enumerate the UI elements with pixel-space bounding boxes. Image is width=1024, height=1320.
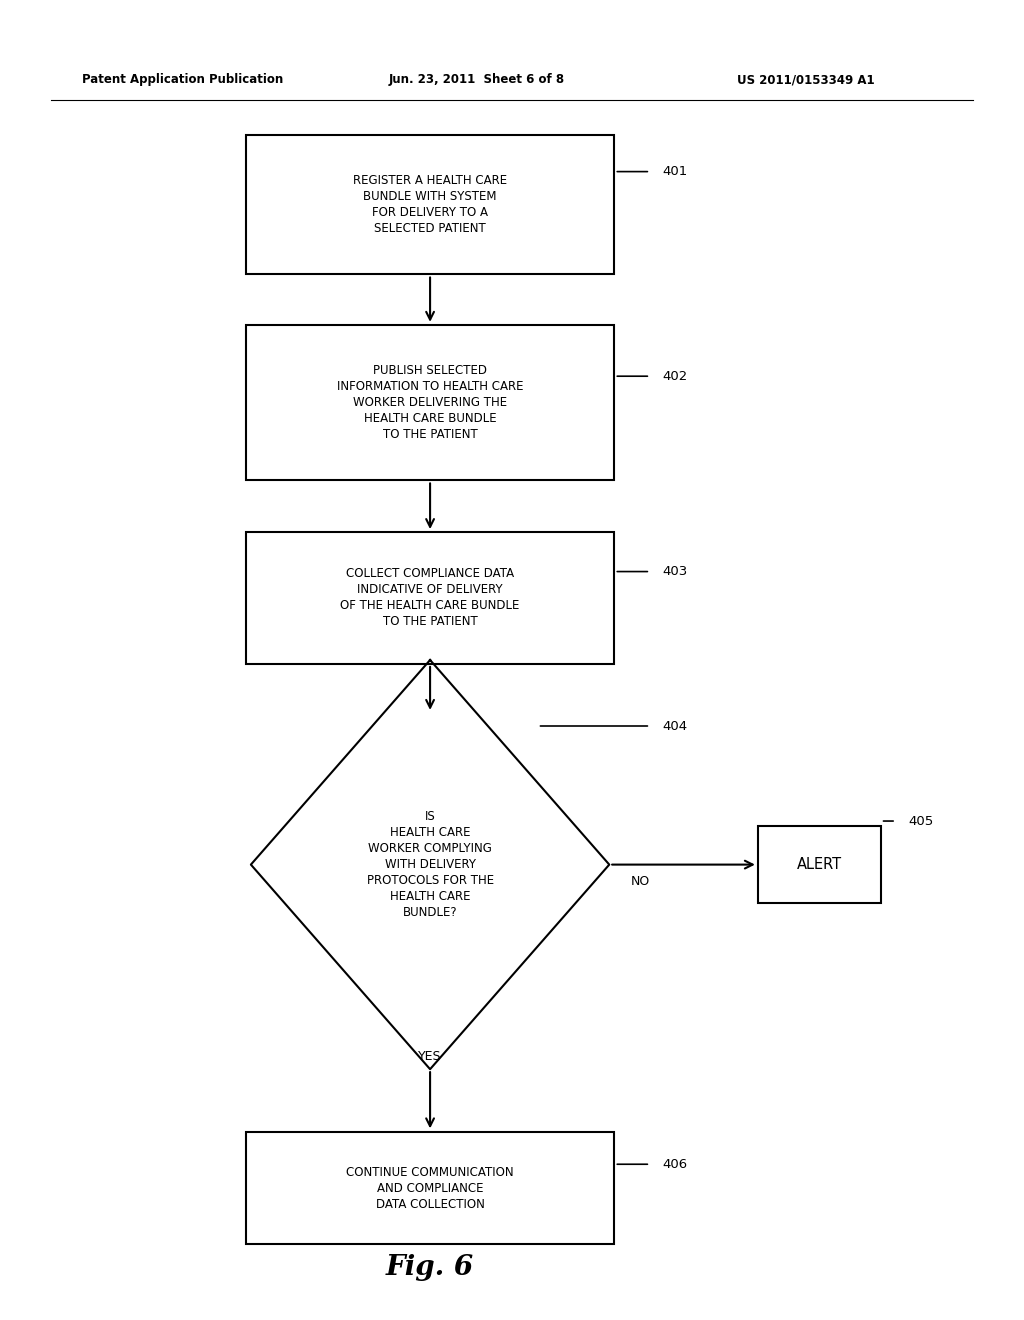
Bar <box>246 325 614 480</box>
Bar <box>246 532 614 664</box>
Text: Patent Application Publication: Patent Application Publication <box>82 74 284 87</box>
Text: Fig. 6: Fig. 6 <box>386 1254 474 1280</box>
Text: 403: 403 <box>663 565 688 578</box>
Text: YES: YES <box>419 1049 441 1063</box>
Text: 401: 401 <box>663 165 688 178</box>
Text: PUBLISH SELECTED
INFORMATION TO HEALTH CARE
WORKER DELIVERING THE
HEALTH CARE BU: PUBLISH SELECTED INFORMATION TO HEALTH C… <box>337 364 523 441</box>
Text: COLLECT COMPLIANCE DATA
INDICATIVE OF DELIVERY
OF THE HEALTH CARE BUNDLE
TO THE : COLLECT COMPLIANCE DATA INDICATIVE OF DE… <box>340 568 520 628</box>
Text: Jun. 23, 2011  Sheet 6 of 8: Jun. 23, 2011 Sheet 6 of 8 <box>389 74 565 87</box>
Bar <box>246 1131 614 1243</box>
Text: 406: 406 <box>663 1158 688 1171</box>
Text: 405: 405 <box>908 814 934 828</box>
Text: REGISTER A HEALTH CARE
BUNDLE WITH SYSTEM
FOR DELIVERY TO A
SELECTED PATIENT: REGISTER A HEALTH CARE BUNDLE WITH SYSTE… <box>353 174 507 235</box>
Text: CONTINUE COMMUNICATION
AND COMPLIANCE
DATA COLLECTION: CONTINUE COMMUNICATION AND COMPLIANCE DA… <box>346 1166 514 1210</box>
Text: 404: 404 <box>663 719 688 733</box>
Text: US 2011/0153349 A1: US 2011/0153349 A1 <box>737 74 874 87</box>
Text: 402: 402 <box>663 370 688 383</box>
Text: NO: NO <box>631 875 649 888</box>
Text: IS
HEALTH CARE
WORKER COMPLYING
WITH DELIVERY
PROTOCOLS FOR THE
HEALTH CARE
BUND: IS HEALTH CARE WORKER COMPLYING WITH DEL… <box>367 810 494 919</box>
Polygon shape <box>251 660 609 1069</box>
Bar <box>246 136 614 275</box>
Text: ALERT: ALERT <box>797 857 842 873</box>
Bar <box>758 826 881 903</box>
